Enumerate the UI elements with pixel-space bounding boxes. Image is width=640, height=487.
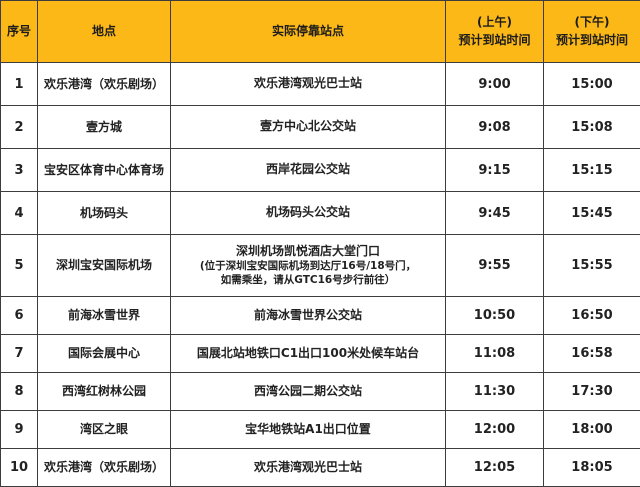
- row-pm-time-cell: 15:55: [544, 235, 640, 297]
- row-pm-time-cell: 16:50: [544, 297, 640, 335]
- row-pm-time-cell: 18:05: [544, 449, 640, 487]
- row-location-cell: 前海冰雪世界: [38, 297, 171, 335]
- header-col-location: 地点: [38, 1, 171, 63]
- row-location-cell: 湾区之眼: [38, 411, 171, 449]
- header-col-am-time: (上午) 预计到站时间: [446, 1, 544, 63]
- row-am-time-cell: 9:08: [446, 106, 544, 149]
- table-row: 8 西湾红树林公园 西湾公园二期公交站 11:30 17:30: [1, 373, 640, 411]
- table-row: 10 欢乐港湾（欢乐剧场） 欢乐港湾观光巴士站 12:05 18:05: [1, 449, 640, 487]
- row-station-name: 欢乐港湾观光巴士站: [174, 460, 442, 476]
- row-pm-time-cell: 15:45: [544, 192, 640, 235]
- row-pm-time-cell: 16:58: [544, 335, 640, 373]
- table-row: 9 湾区之眼 宝华地铁站A1出口位置 12:00 18:00: [1, 411, 640, 449]
- row-location-cell: 宝安区体育中心体育场: [38, 149, 171, 192]
- row-am-time-cell: 9:45: [446, 192, 544, 235]
- row-am-time-cell: 12:05: [446, 449, 544, 487]
- row-station-cell: 国展北站地铁口C1出口100米处候车站台: [171, 335, 446, 373]
- row-am-time-cell: 10:50: [446, 297, 544, 335]
- row-am-time-cell: 9:15: [446, 149, 544, 192]
- table-header: 序号 地点 实际停靠站点 (上午) 预计到站时间 (下午) 预计到站时间: [1, 1, 640, 63]
- table-row: 6 前海冰雪世界 前海冰雪世界公交站 10:50 16:50: [1, 297, 640, 335]
- row-location-cell: 深圳宝安国际机场: [38, 235, 171, 297]
- row-station-name: 西岸花园公交站: [174, 162, 442, 178]
- row-pm-time-cell: 17:30: [544, 373, 640, 411]
- row-index-cell: 3: [1, 149, 38, 192]
- row-location-cell: 欢乐港湾（欢乐剧场）: [38, 449, 171, 487]
- row-index-cell: 4: [1, 192, 38, 235]
- row-am-time-cell: 9:55: [446, 235, 544, 297]
- row-station-name: 深圳机场凯悦酒店大堂门口: [174, 244, 442, 260]
- row-index-cell: 10: [1, 449, 38, 487]
- header-col-station: 实际停靠站点: [171, 1, 446, 63]
- row-station-name: 壹方中心北公交站: [174, 119, 442, 135]
- row-station-cell: 机场码头公交站: [171, 192, 446, 235]
- row-am-time-cell: 11:08: [446, 335, 544, 373]
- row-station-cell: 欢乐港湾观光巴士站: [171, 63, 446, 106]
- row-index-cell: 7: [1, 335, 38, 373]
- row-station-cell: 西湾公园二期公交站: [171, 373, 446, 411]
- row-location-cell: 西湾红树林公园: [38, 373, 171, 411]
- row-index-cell: 9: [1, 411, 38, 449]
- table-row: 5 深圳宝安国际机场 深圳机场凯悦酒店大堂门口 (位于深圳宝安国际机场到达厅16…: [1, 235, 640, 297]
- row-location-cell: 欢乐港湾（欢乐剧场）: [38, 63, 171, 106]
- row-index-cell: 5: [1, 235, 38, 297]
- row-station-cell: 壹方中心北公交站: [171, 106, 446, 149]
- header-row: 序号 地点 实际停靠站点 (上午) 预计到站时间 (下午) 预计到站时间: [1, 1, 640, 63]
- row-station-name: 宝华地铁站A1出口位置: [174, 422, 442, 438]
- table-body: 1 欢乐港湾（欢乐剧场） 欢乐港湾观光巴士站 9:00 15:00 2 壹方城 …: [1, 63, 640, 487]
- row-pm-time-cell: 15:08: [544, 106, 640, 149]
- table-row: 3 宝安区体育中心体育场 西岸花园公交站 9:15 15:15: [1, 149, 640, 192]
- table-row: 1 欢乐港湾（欢乐剧场） 欢乐港湾观光巴士站 9:00 15:00: [1, 63, 640, 106]
- header-col-index: 序号: [1, 1, 38, 63]
- row-location-cell: 壹方城: [38, 106, 171, 149]
- table-row: 2 壹方城 壹方中心北公交站 9:08 15:08: [1, 106, 640, 149]
- row-index-cell: 8: [1, 373, 38, 411]
- row-am-time-cell: 11:30: [446, 373, 544, 411]
- row-station-name: 欢乐港湾观光巴士站: [174, 76, 442, 92]
- row-station-cell: 宝华地铁站A1出口位置: [171, 411, 446, 449]
- row-pm-time-cell: 18:00: [544, 411, 640, 449]
- row-am-time-cell: 9:00: [446, 63, 544, 106]
- header-col-pm-time: (下午) 预计到站时间: [544, 1, 640, 63]
- row-pm-time-cell: 15:15: [544, 149, 640, 192]
- row-location-cell: 国际会展中心: [38, 335, 171, 373]
- table-row: 7 国际会展中心 国展北站地铁口C1出口100米处候车站台 11:08 16:5…: [1, 335, 640, 373]
- row-pm-time-cell: 15:00: [544, 63, 640, 106]
- row-station-name: 西湾公园二期公交站: [174, 384, 442, 400]
- row-station-cell: 深圳机场凯悦酒店大堂门口 (位于深圳宝安国际机场到达厅16号/18号门， 如需乘…: [171, 235, 446, 297]
- row-station-cell: 欢乐港湾观光巴士站: [171, 449, 446, 487]
- row-am-time-cell: 12:00: [446, 411, 544, 449]
- row-index-cell: 1: [1, 63, 38, 106]
- table-row: 4 机场码头 机场码头公交站 9:45 15:45: [1, 192, 640, 235]
- row-location-cell: 机场码头: [38, 192, 171, 235]
- row-station-name: 机场码头公交站: [174, 205, 442, 221]
- row-station-cell: 西岸花园公交站: [171, 149, 446, 192]
- row-index-cell: 2: [1, 106, 38, 149]
- row-station-name: 前海冰雪世界公交站: [174, 308, 442, 324]
- row-index-cell: 6: [1, 297, 38, 335]
- row-station-cell: 前海冰雪世界公交站: [171, 297, 446, 335]
- row-station-name: 国展北站地铁口C1出口100米处候车站台: [174, 346, 442, 362]
- row-station-note: (位于深圳宝安国际机场到达厅16号/18号门， 如需乘坐，请从GTC16号步行前…: [174, 260, 442, 287]
